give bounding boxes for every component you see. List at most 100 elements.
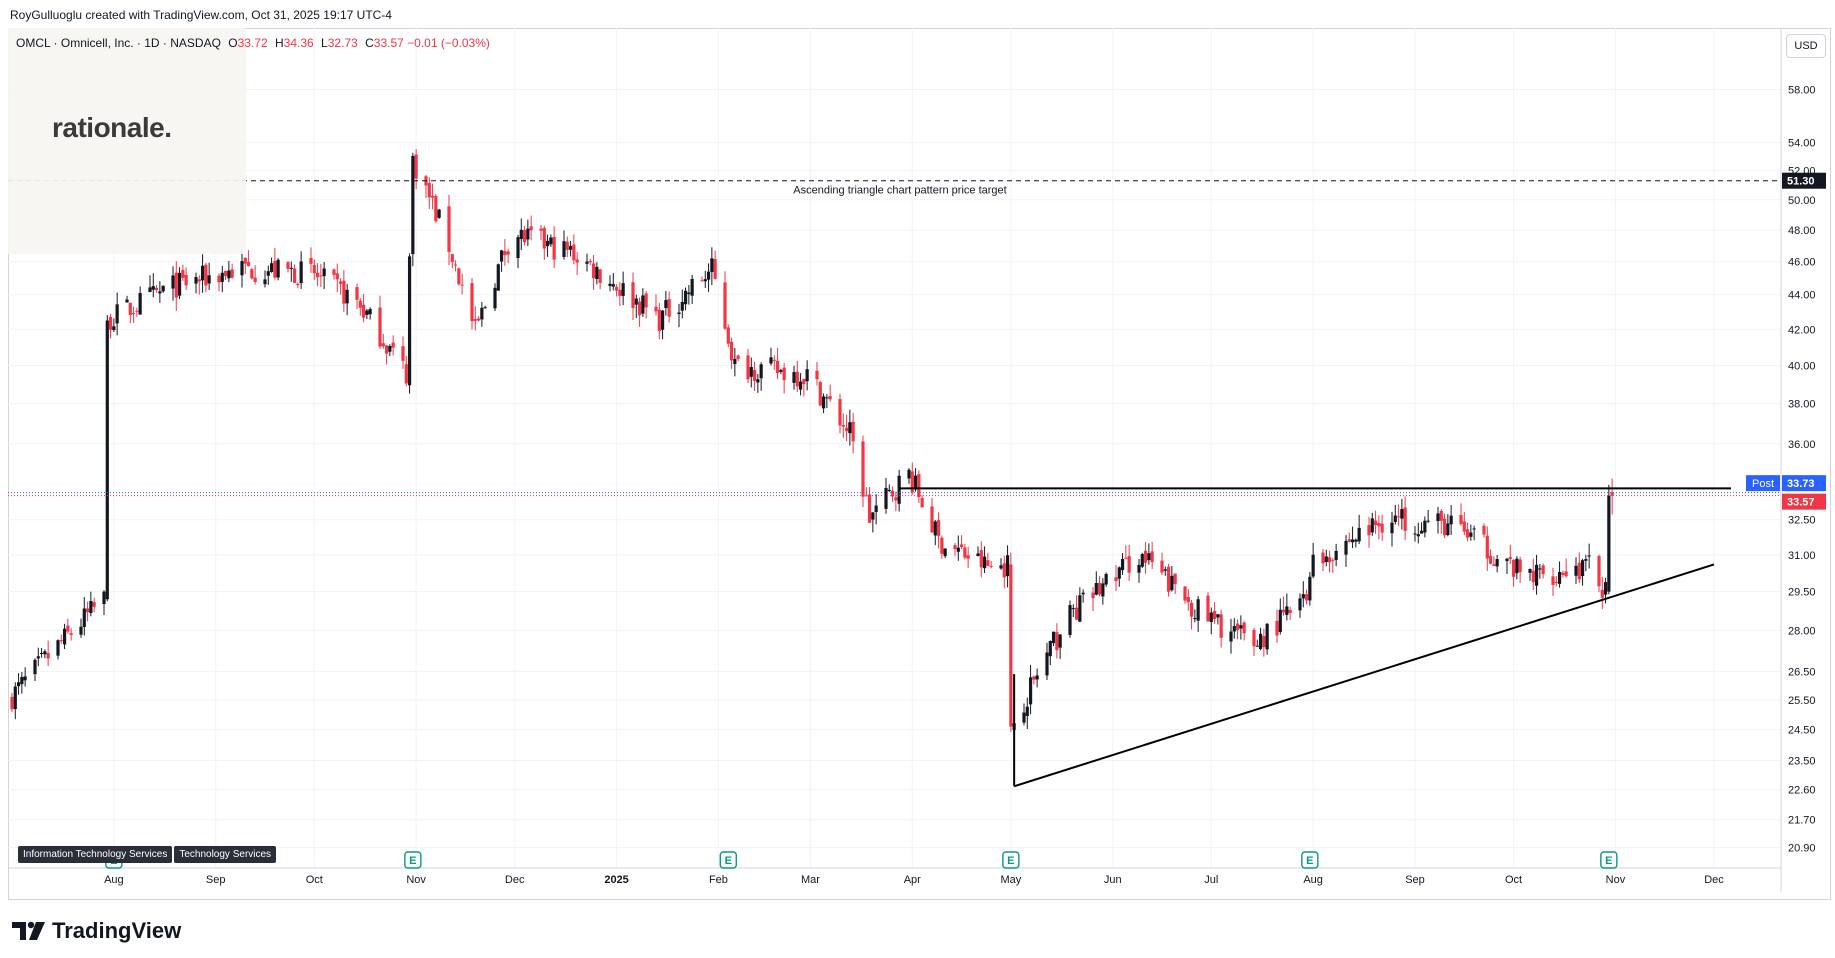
candle-body — [1252, 629, 1256, 647]
candle-body — [384, 345, 389, 354]
candle-body — [20, 676, 24, 685]
candle-body — [1212, 610, 1217, 620]
candle-body — [128, 302, 132, 315]
candle-body — [16, 682, 21, 687]
candle-body — [69, 633, 73, 635]
candle-body — [138, 293, 142, 315]
candle-body — [1472, 528, 1476, 530]
candle-body — [13, 686, 17, 710]
candle-body — [427, 183, 431, 198]
candle-body — [677, 312, 681, 314]
candle-body — [43, 651, 47, 655]
currency-button[interactable]: USD — [1786, 34, 1826, 58]
candle-body — [795, 371, 799, 387]
earnings-marker-label: E — [1306, 855, 1313, 867]
candle-body — [1400, 508, 1404, 519]
candle-body — [23, 676, 27, 681]
candle-body — [1597, 556, 1601, 587]
earnings-marker-label: E — [1007, 855, 1014, 867]
x-tick-label: Jul — [1204, 874, 1218, 886]
earnings-marker — [1600, 851, 1618, 869]
candle-body — [930, 506, 934, 533]
candle-body — [1462, 521, 1466, 532]
price-tag-label: Post — [1752, 478, 1774, 490]
candle-body — [848, 422, 852, 434]
candle-body — [322, 268, 326, 277]
candle-body — [805, 369, 809, 382]
candle-body — [1051, 631, 1056, 644]
candle-body — [1301, 594, 1305, 599]
candle-body — [131, 313, 136, 315]
candle-body — [729, 341, 734, 361]
high-value: 34.36 — [283, 36, 314, 50]
watermark-box — [8, 28, 246, 254]
low-value: 32.73 — [327, 36, 358, 50]
candle-body — [174, 272, 178, 298]
candle-body — [516, 237, 520, 258]
sector-tag[interactable]: Technology Services — [174, 846, 277, 863]
candle-body — [1216, 614, 1220, 618]
candle-body — [1518, 559, 1522, 573]
candle-body — [184, 274, 188, 286]
tradingview-brand[interactable]: TradingView — [12, 918, 181, 944]
candle-body — [1515, 558, 1519, 574]
y-tick-label: 42.00 — [1788, 324, 1816, 336]
candle-body — [1416, 534, 1420, 537]
candle-body — [943, 548, 947, 557]
candle-body — [821, 396, 826, 409]
candle-body — [545, 240, 550, 247]
candle-body — [345, 289, 349, 304]
earnings-marker — [719, 851, 737, 869]
candle-body — [414, 154, 418, 179]
candle-body — [1032, 676, 1036, 680]
candle-body — [496, 264, 500, 291]
candle-body — [565, 241, 569, 250]
candle-body — [154, 287, 159, 291]
candle-body — [89, 601, 93, 613]
candle-body — [1120, 558, 1125, 571]
candle-body — [207, 275, 211, 284]
candle-body — [1078, 595, 1082, 622]
candle-body — [1143, 550, 1148, 563]
candle-body — [1528, 568, 1532, 573]
candle-body — [1147, 553, 1151, 561]
candle-body — [874, 505, 878, 512]
candle-body — [782, 367, 786, 381]
candle-body — [1357, 527, 1361, 542]
x-tick-label: May — [1000, 874, 1021, 886]
candle-body — [430, 195, 435, 198]
candle-body — [772, 359, 776, 361]
candle-body — [963, 547, 967, 558]
candle-body — [1258, 633, 1263, 649]
candle-body — [1610, 492, 1614, 496]
candle-body — [657, 309, 661, 332]
candle-body — [519, 229, 523, 240]
candle-body — [263, 279, 267, 285]
candle-body — [591, 263, 596, 279]
candle-body — [79, 626, 83, 635]
candle-body — [1439, 510, 1443, 521]
x-tick-label: Apr — [904, 874, 921, 886]
candle-body — [1189, 602, 1194, 617]
candle-body — [361, 304, 366, 318]
y-tick-label: 20.90 — [1788, 843, 1816, 855]
candle-body — [1347, 539, 1351, 542]
chart-attribution: RoyGulluoglu created with TradingView.co… — [10, 8, 392, 22]
candle-body — [1074, 607, 1079, 620]
candle-body — [1285, 606, 1289, 615]
sector-tag[interactable]: Information Technology Services — [18, 846, 173, 863]
open-value: 33.72 — [237, 36, 268, 50]
candle-body — [342, 280, 346, 304]
y-tick-label: 32.50 — [1788, 515, 1816, 527]
candle-body — [453, 264, 458, 266]
candle-body — [1488, 555, 1493, 564]
candle-body — [1469, 532, 1473, 537]
candle-body — [713, 259, 717, 279]
candle-body — [286, 262, 290, 269]
candle-body — [1308, 576, 1312, 601]
y-tick-label: 31.00 — [1788, 550, 1816, 562]
candle-body — [1140, 553, 1144, 567]
candle-body — [92, 602, 96, 607]
candle-body — [769, 357, 773, 364]
